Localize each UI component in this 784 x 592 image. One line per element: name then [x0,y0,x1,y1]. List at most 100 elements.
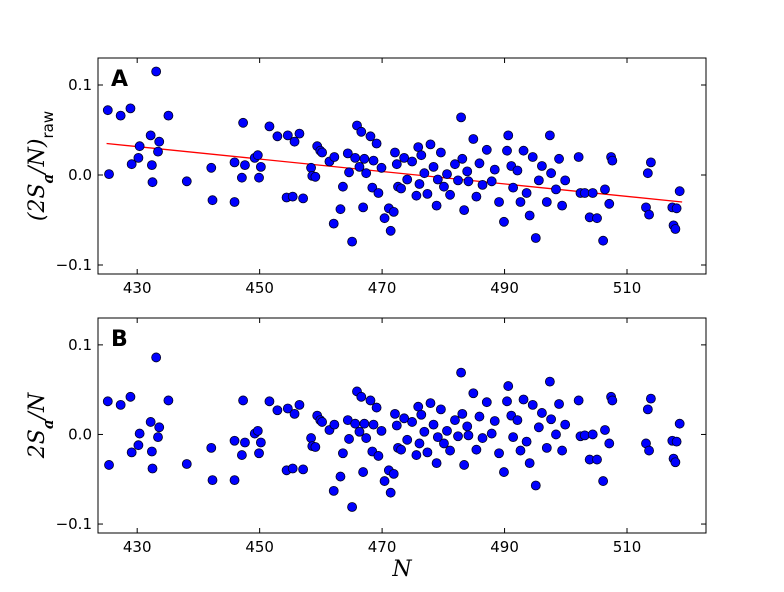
data-point [344,167,354,178]
data-point [371,402,382,413]
y-axis-label: 2Sa/N [25,392,57,459]
data-point [298,193,309,204]
data-point [236,450,247,460]
y-tick-label: 0.0 [68,425,92,443]
data-point [238,395,249,406]
data-point [361,433,372,443]
data-point [163,110,174,121]
data-point [463,430,474,441]
data-point [391,420,402,431]
y-tick-label: 0.0 [68,166,92,184]
data-point [294,399,305,410]
data-point [207,475,218,486]
data-point [264,121,275,132]
plot-area [97,57,707,275]
data-point [328,218,339,229]
x-tick-label: 490 [490,538,519,556]
data-point [587,188,598,198]
data-point [428,419,439,430]
data-point [642,168,653,179]
data-point [181,176,192,187]
y-tick-label: −0.1 [56,515,92,533]
y-axis-label-part: raw [39,111,57,139]
data-point [537,408,547,418]
x-tick-label: 430 [123,279,152,297]
data-point [537,161,547,171]
data-point [133,440,144,451]
data-point [425,398,436,409]
data-point [206,442,217,453]
y-tick-label: −0.1 [56,256,92,274]
data-point [359,153,370,164]
data-point [236,172,247,183]
data-point [229,157,240,168]
data-point [102,105,113,116]
data-point [272,405,283,416]
data-point [133,152,144,163]
data-point [554,399,564,409]
data-point [376,425,387,436]
data-point [499,467,509,477]
data-point [294,128,305,139]
x-tick-label: 470 [368,279,397,297]
data-point [644,445,654,456]
data-point [587,429,598,440]
data-point [289,408,300,419]
x-tick-label: 470 [368,538,397,556]
data-point [328,485,339,496]
plot-area [97,317,707,534]
data-point [442,169,452,180]
data-point [338,181,348,192]
data-point [422,447,433,458]
data-point [115,110,126,121]
data-point [368,419,379,430]
data-point [145,417,156,427]
data-point [598,235,609,246]
data-point [229,435,240,446]
data-point [551,184,561,195]
data-point [471,191,482,202]
data-point [402,174,413,185]
data-point [521,436,532,447]
data-point [503,130,514,141]
data-point [414,438,425,449]
data-point [181,459,192,469]
data-point [402,434,413,445]
data-point [432,432,443,443]
data-point [450,159,460,170]
data-point [508,432,519,443]
y-tick-label: 0.1 [68,336,92,354]
data-point [431,458,442,469]
data-point [147,463,158,474]
data-point [468,134,479,144]
data-point [486,176,497,187]
data-point [347,502,357,512]
data-point [515,197,526,207]
data-point [527,399,538,410]
data-point [463,176,474,187]
data-point [125,103,136,114]
data-point [422,188,433,199]
panel-label: A [111,67,128,92]
x-axis-label: N [391,557,412,582]
data-point [254,448,264,459]
data-point [317,147,327,158]
data-point [416,150,427,161]
data-point [481,397,492,408]
data-point [206,162,217,173]
data-point [459,460,470,470]
data-point [416,409,427,420]
data-point [508,182,519,193]
data-point [671,203,682,214]
data-point [486,428,497,439]
data-point [399,413,410,424]
data-point [515,445,526,456]
data-point [413,142,424,153]
data-point [240,160,250,171]
data-point [153,146,163,157]
data-point [560,419,571,430]
data-point [390,147,400,158]
data-point [287,191,298,202]
data-point [674,186,685,197]
data-point [442,425,452,436]
